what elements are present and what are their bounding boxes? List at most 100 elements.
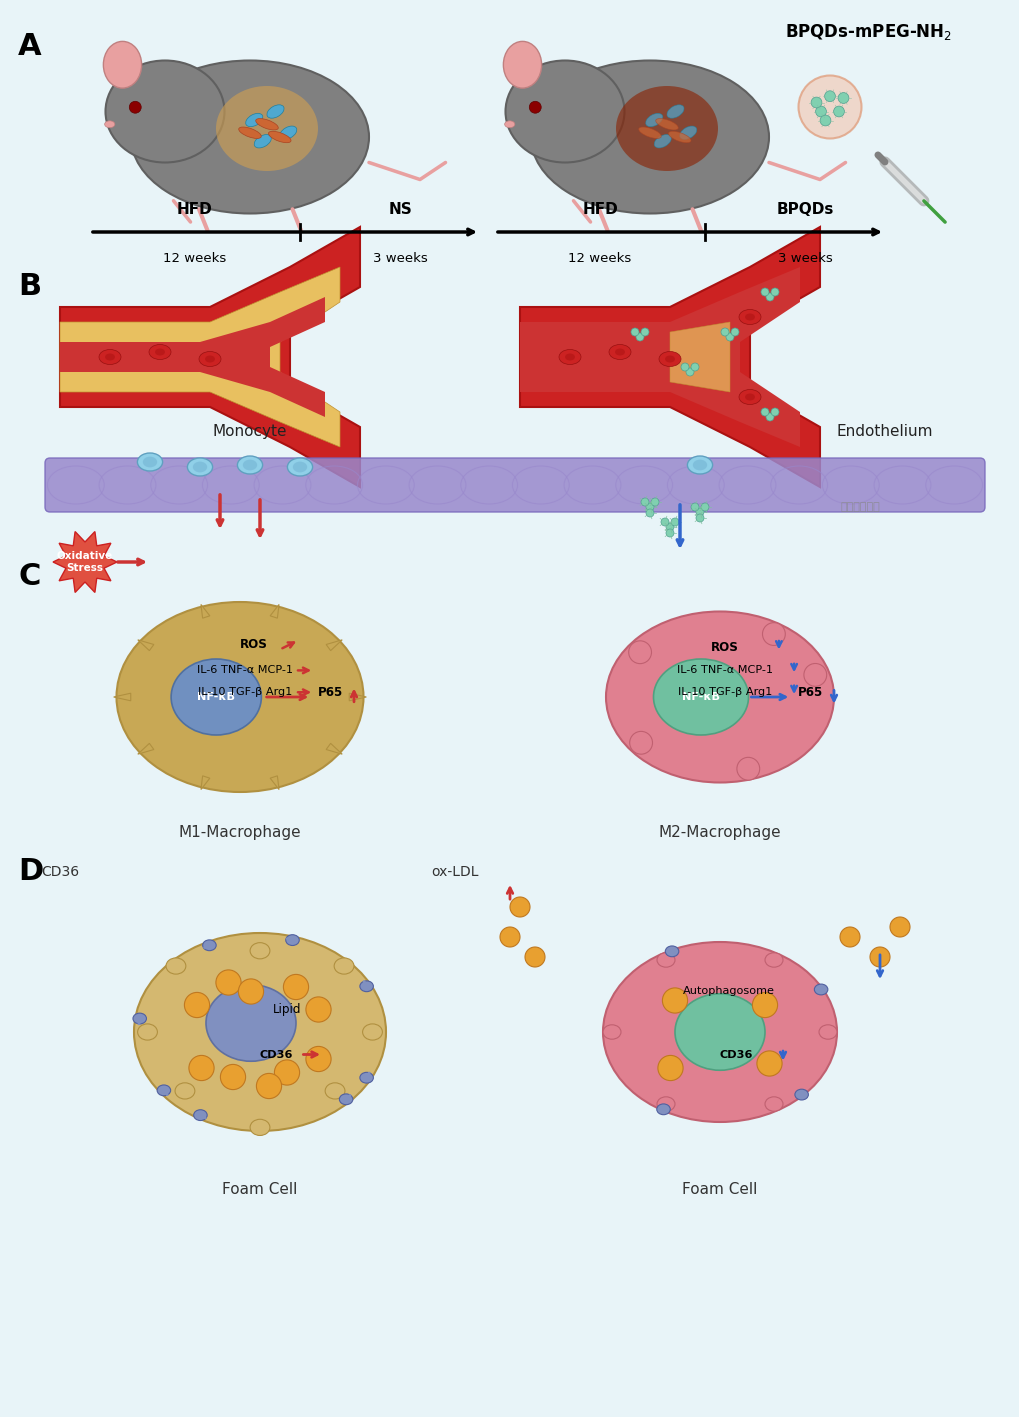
Ellipse shape	[155, 349, 165, 356]
Text: Autophagosome: Autophagosome	[683, 986, 774, 996]
Ellipse shape	[166, 958, 185, 973]
Circle shape	[216, 969, 240, 995]
Ellipse shape	[664, 356, 675, 363]
Ellipse shape	[175, 1083, 195, 1100]
Text: CD36: CD36	[260, 1050, 293, 1060]
Ellipse shape	[813, 983, 827, 995]
Circle shape	[256, 1074, 281, 1098]
FancyBboxPatch shape	[45, 458, 984, 512]
Ellipse shape	[246, 113, 263, 126]
Circle shape	[660, 519, 668, 526]
Text: M2-Macrophage: M2-Macrophage	[658, 825, 781, 840]
Ellipse shape	[339, 1094, 353, 1105]
Ellipse shape	[237, 456, 262, 475]
Circle shape	[671, 519, 679, 526]
Text: NF-κB: NF-κB	[682, 691, 719, 701]
Ellipse shape	[105, 120, 115, 128]
Circle shape	[645, 503, 653, 512]
Ellipse shape	[105, 61, 224, 163]
Text: CD36: CD36	[41, 864, 79, 879]
Circle shape	[731, 327, 739, 336]
Ellipse shape	[362, 1024, 382, 1040]
Text: Monocyte: Monocyte	[213, 424, 287, 439]
Text: C: C	[18, 563, 41, 591]
Circle shape	[283, 975, 309, 999]
Circle shape	[238, 979, 263, 1005]
Circle shape	[665, 529, 674, 537]
Ellipse shape	[675, 993, 764, 1070]
Circle shape	[510, 897, 530, 917]
Ellipse shape	[254, 135, 271, 147]
Ellipse shape	[133, 932, 385, 1131]
Ellipse shape	[666, 105, 684, 118]
Circle shape	[690, 503, 698, 512]
Polygon shape	[326, 744, 342, 754]
Circle shape	[629, 731, 652, 754]
Polygon shape	[113, 693, 130, 701]
Circle shape	[890, 917, 909, 937]
Ellipse shape	[130, 61, 369, 214]
Text: BPQDs-mPEG-NH$_2$: BPQDs-mPEG-NH$_2$	[785, 23, 951, 43]
Text: 12 weeks: 12 weeks	[163, 252, 226, 265]
Circle shape	[838, 92, 848, 103]
Ellipse shape	[655, 119, 678, 130]
Ellipse shape	[602, 1024, 621, 1039]
Ellipse shape	[243, 459, 257, 470]
Circle shape	[810, 98, 821, 108]
Circle shape	[525, 947, 544, 966]
Text: D: D	[18, 857, 43, 886]
Text: IL-10 TGF-β Arg1: IL-10 TGF-β Arg1	[677, 687, 771, 697]
Text: 3 weeks: 3 weeks	[776, 252, 832, 265]
Circle shape	[650, 497, 658, 506]
Ellipse shape	[565, 353, 575, 360]
Circle shape	[798, 75, 861, 139]
Ellipse shape	[132, 1013, 147, 1024]
Polygon shape	[60, 266, 339, 446]
Ellipse shape	[138, 1024, 157, 1040]
Circle shape	[819, 115, 830, 126]
Text: IL-10 TGF-β Arg1: IL-10 TGF-β Arg1	[198, 687, 291, 697]
Ellipse shape	[764, 1097, 783, 1111]
Ellipse shape	[667, 132, 690, 143]
Circle shape	[306, 1046, 331, 1071]
Ellipse shape	[645, 113, 662, 126]
Circle shape	[833, 106, 844, 116]
Ellipse shape	[203, 939, 216, 951]
Circle shape	[869, 947, 890, 966]
Text: 3 weeks: 3 weeks	[372, 252, 427, 265]
Ellipse shape	[664, 947, 678, 956]
Ellipse shape	[818, 1024, 837, 1039]
Text: HFD: HFD	[177, 203, 213, 217]
Ellipse shape	[658, 351, 681, 367]
Ellipse shape	[256, 119, 278, 130]
Circle shape	[762, 622, 785, 646]
Text: P65: P65	[317, 686, 342, 699]
Ellipse shape	[216, 86, 318, 171]
Ellipse shape	[143, 456, 157, 468]
Circle shape	[760, 288, 768, 296]
Ellipse shape	[608, 344, 631, 360]
Text: P65: P65	[797, 686, 822, 699]
Ellipse shape	[138, 453, 162, 470]
Text: A: A	[18, 33, 42, 61]
Ellipse shape	[504, 120, 515, 128]
Polygon shape	[138, 744, 154, 754]
Circle shape	[681, 363, 688, 371]
Ellipse shape	[656, 1104, 669, 1115]
Circle shape	[645, 509, 653, 517]
Circle shape	[765, 412, 773, 421]
Ellipse shape	[105, 353, 115, 360]
Circle shape	[840, 927, 859, 947]
Circle shape	[657, 1056, 683, 1081]
Polygon shape	[348, 693, 366, 701]
Ellipse shape	[99, 350, 121, 364]
Ellipse shape	[171, 659, 261, 735]
Ellipse shape	[268, 132, 290, 143]
Ellipse shape	[194, 1110, 207, 1121]
Circle shape	[499, 927, 520, 947]
Text: ROS: ROS	[710, 640, 738, 655]
Text: NF-κB: NF-κB	[197, 691, 235, 701]
Ellipse shape	[206, 985, 296, 1061]
Ellipse shape	[279, 126, 297, 139]
Polygon shape	[270, 605, 279, 618]
